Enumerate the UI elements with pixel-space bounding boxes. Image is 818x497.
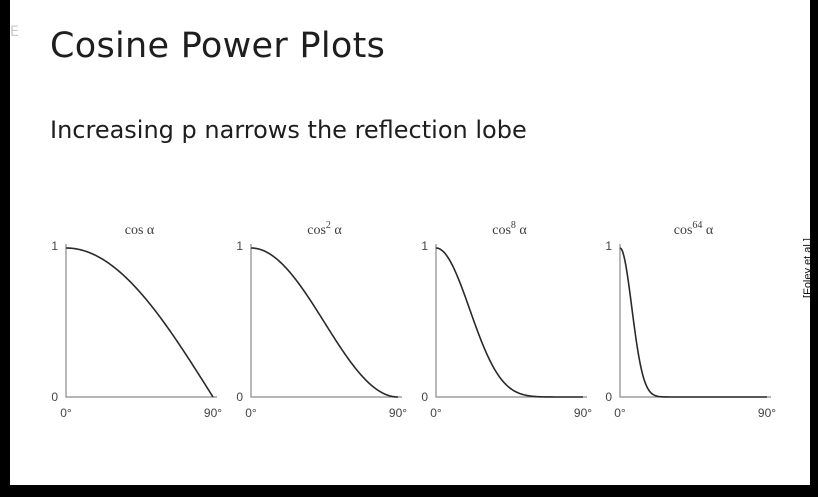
plot-2-curve [250, 247, 399, 398]
plot-2-x-tick-0: 0° [245, 406, 257, 420]
plot-3-title: cos8 α [492, 220, 527, 238]
slide: E Cosine Power Plots Increasing p narrow… [10, 0, 810, 485]
plot-4-y-tick-1: 1 [605, 239, 612, 253]
plot-2-axes [250, 244, 402, 398]
plot-3-x-tick-90: 90° [574, 406, 592, 420]
plot-2-y-tick-1: 1 [236, 239, 243, 253]
plot-4-x-tick-0: 0° [614, 406, 626, 420]
plot-3-axes [435, 244, 587, 398]
plot-3-x-tick-0: 0° [430, 406, 442, 420]
plot-3-y-tick-0: 0 [421, 390, 428, 404]
plot-1-y-tick-1: 1 [51, 239, 58, 253]
plot-1-axes [65, 244, 217, 398]
plot-2-y-tick-0: 0 [236, 390, 243, 404]
plot-4-y-tick-0: 0 [605, 390, 612, 404]
plot-1-title: cos α [125, 223, 155, 238]
plot-1-x-tick-0: 0° [60, 406, 72, 420]
slide-subtitle: Increasing p narrows the reflection lobe [50, 116, 527, 144]
plot-3-y-tick-1: 1 [421, 239, 428, 253]
plot-3-curve [435, 247, 583, 398]
plot-4-title: cos64 α [674, 220, 714, 238]
plot-1-y-tick-0: 0 [51, 390, 58, 404]
plot-4-x-tick-90: 90° [758, 406, 776, 420]
slide-title: Cosine Power Plots [50, 26, 386, 66]
plot-1-curve [65, 247, 214, 398]
plot-1-x-tick-90: 90° [204, 406, 222, 420]
plot-2-x-tick-90: 90° [389, 406, 407, 420]
watermark-label: E [10, 24, 19, 40]
plot-2-title: cos2 α [307, 220, 342, 238]
plot-4-curve [619, 247, 767, 398]
